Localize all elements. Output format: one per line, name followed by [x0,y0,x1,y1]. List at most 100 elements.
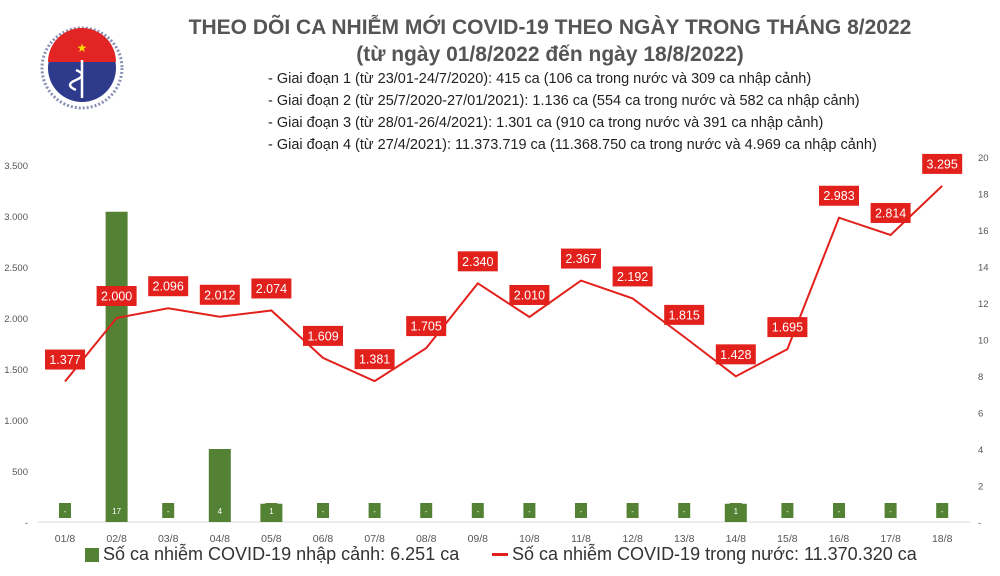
left-tick-label: 1.000 [4,416,28,427]
x-tick-label: 09/8 [468,533,489,545]
line-label-box [664,304,705,325]
legend-bar: Số ca nhiễm COVID-19 nhập cảnh: 6.251 ca [85,544,459,565]
x-tick-label: 02/8 [106,533,127,545]
bar-label-box [678,503,691,518]
line-label-box [96,286,137,306]
right-tick-label: 6 [978,409,983,420]
line-label: 1.377 [49,353,80,367]
line-label: 2.192 [617,270,648,284]
left-tick-label: 500 [12,467,28,478]
bar-label: - [476,507,479,516]
right-tick-label: - [978,518,981,529]
line-label: 2.012 [204,288,235,302]
line-label: 2.814 [875,206,906,220]
line-label-box [354,349,395,370]
bar-label: 17 [112,507,121,516]
bar-label: - [683,507,686,516]
right-tick-label: 18 [978,190,989,201]
x-tick-label: 10/8 [519,533,540,545]
line-label: 2.340 [462,255,493,269]
line-label: 2.074 [256,282,287,296]
line-label: 1.609 [307,329,338,343]
note-1: - Giai đoạn 1 (từ 23/01-24/7/2020): 415 … [268,71,812,87]
bar-label-box [884,503,897,518]
bar-label: - [528,507,531,516]
note-3: - Giai đoạn 3 (từ 28/01-26/4/2021): 1.30… [268,115,824,131]
bar-label: - [941,507,944,516]
line-label-box [406,316,447,337]
line-label: 2.367 [565,252,596,266]
bar-label: - [64,507,67,516]
line-label-box [45,349,85,370]
x-tick-label: 05/8 [261,533,282,545]
right-tick-label: 16 [978,226,989,237]
legend-line: Số ca nhiễm COVID-19 trong nước: 11.370.… [492,544,917,565]
line-label-box [561,248,601,269]
bar-label: - [322,507,325,516]
legend-line-swatch [492,553,508,556]
bar-label: - [167,507,170,516]
bar-label-box [59,503,71,518]
left-tick-label: - [25,518,28,529]
x-tick-label: 12/8 [622,533,643,545]
line-label-box [251,278,292,299]
x-tick-label: 14/8 [726,533,747,545]
legend-line-label: Số ca nhiễm COVID-19 trong nước: 11.370.… [512,544,917,564]
x-tick-label: 04/8 [210,533,231,545]
right-tick-label: 12 [978,299,989,310]
line-label-box [767,317,808,338]
x-tick-label: 18/8 [932,533,953,545]
bar-label-box [368,503,381,518]
line-label-box [870,202,911,223]
line-label: 2.010 [514,288,545,302]
bar-label-box [265,503,278,518]
bar-label-box [471,503,484,518]
line-label-box [199,284,240,305]
bar-label-box [729,503,742,518]
left-tick-label: 1.500 [4,365,28,376]
note-2: - Giai đoạn 2 (từ 25/7/2020-27/01/2021):… [268,93,860,109]
x-tick-label: 15/8 [777,533,798,545]
chart-subtitle: (từ ngày 01/8/2022 đến ngày 18/8/2022) [356,43,744,66]
line-label-box [922,153,963,174]
right-tick-label: 20 [978,153,989,164]
x-tick-label: 06/8 [313,533,334,545]
bar-label-box [523,503,536,518]
bar-label: 4 [218,507,223,516]
right-tick-label: 8 [978,372,983,383]
right-tick-label: 4 [978,445,983,456]
bar-label-box [833,503,845,518]
chart-title: THEO DÕI CA NHIỄM MỚI COVID-19 THEO NGÀY… [188,16,912,39]
bar-label: - [631,507,634,516]
bar-label: - [425,507,428,516]
line-label-box [509,284,550,305]
right-tick-label: 14 [978,263,989,274]
x-tick-label: 07/8 [364,533,385,545]
bar-label-box [781,503,794,518]
bar-label-box [110,503,123,518]
bar-label: - [580,507,583,516]
note-4: - Giai đoạn 4 (từ 27/4/2021): 11.373.719… [268,137,877,153]
bar-label: - [786,507,789,516]
line-label-box [612,266,653,287]
bar-label: 1 [734,507,739,516]
line-label: 2.000 [101,290,132,304]
line-label: 1.815 [669,308,700,322]
x-tick-label: 01/8 [55,533,76,545]
line-label-box [715,344,756,365]
right-tick-label: 10 [978,336,989,347]
ministry-logo: ★ [40,26,124,110]
bar-label: - [889,507,892,516]
bar-label-box [162,503,175,518]
legend-bar-swatch [85,547,99,562]
bar-label-box [317,503,329,518]
x-tick-label: 17/8 [880,533,901,545]
line-label: 1.381 [359,353,390,367]
bar-label-box [420,503,433,518]
x-tick-label: 13/8 [674,533,695,545]
left-tick-label: 2.000 [4,314,28,325]
x-tick-label: 03/8 [158,533,179,545]
line-label-box [303,325,343,346]
bar-label: 1 [269,507,274,516]
line-label: 2.096 [153,280,184,294]
